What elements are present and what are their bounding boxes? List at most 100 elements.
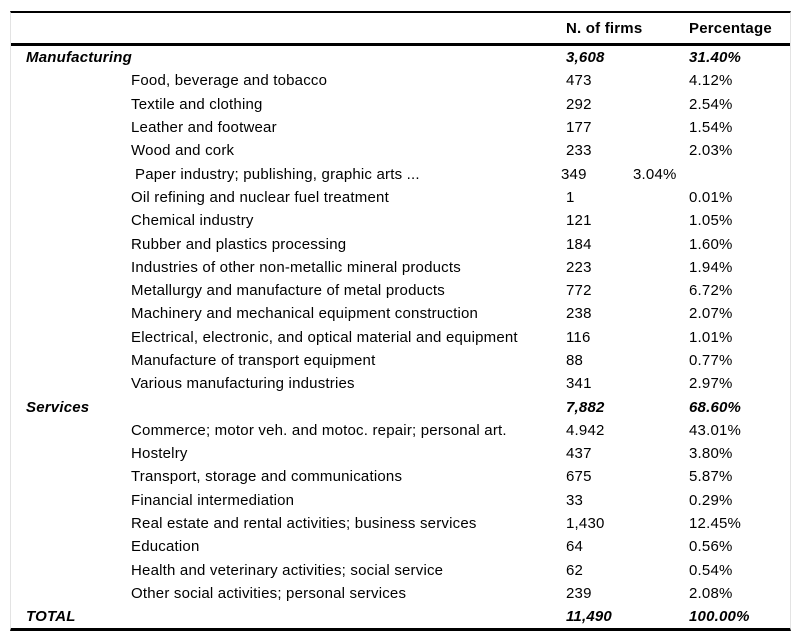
row-n-of-firms: 88 [566,352,584,369]
row-n-of-firms: 7,882 [566,398,605,416]
row-percentage: 5.87% [689,468,733,486]
column-header-n-of-firms: N. of firms [566,19,643,37]
row-n-of-firms: 341 [566,375,592,393]
row-n-of-firms: 64 [566,538,584,556]
row-percentage: 2.03% [689,142,733,160]
table-row: Chemical industry 121 1.05% [11,209,790,232]
table-row: Commerce; motor veh. and motoc. repair; … [11,419,790,442]
row-label: Industries of other non-metallic mineral… [131,258,461,276]
table-row: Industries of other non-metallic mineral… [11,256,790,279]
row-label: Machinery and mechanical equipment const… [131,305,479,323]
row-percentage: 3.80% [689,445,733,463]
row-percentage: 31.40% [689,49,742,67]
table-row: Rubber and plastics processing 184 1.60% [11,232,790,255]
row-percentage: 2.08% [689,584,733,602]
row-percentage: 0.29% [689,491,733,509]
table-row: Services 7,882 68.60% [11,395,790,418]
row-n-of-firms: 184 [566,235,592,253]
row-n-of-firms: 4.942 [566,421,605,439]
row-percentage: 3.04% [633,165,677,183]
row-label: Various manufacturing industries [131,375,355,393]
row-percentage: 0.01% [689,188,733,206]
table-row: Hostelry 437 3.80% [11,442,790,465]
table-row: Transport, storage and communications 67… [11,465,790,488]
row-label: Manufacture of transport equipment [131,352,376,369]
row-n-of-firms: 349 [561,165,587,183]
row-percentage: 2.07% [689,305,733,323]
row-n-of-firms: 238 [566,305,592,323]
table-row: Electrical, electronic, and optical mate… [11,326,790,349]
row-n-of-firms: 473 [566,72,592,90]
table-body: Manufacturing 3,608 31.40% Food, beverag… [11,46,790,628]
table-row: Other social activities; personal servic… [11,582,790,605]
row-n-of-firms: 1,430 [566,515,605,533]
table-row: Education 64 0.56% [11,535,790,558]
row-percentage: 2.97% [689,375,733,393]
row-label: Health and veterinary activities; social… [131,561,444,579]
table-row: TOTAL 11,490 100.00% [11,605,790,628]
row-label: Services [26,398,90,416]
row-label: Other social activities; personal servic… [131,584,407,602]
row-label: Hostelry [131,445,188,463]
row-label: Manufacturing [26,49,132,67]
row-label: Metallurgy and manufacture of metal prod… [131,282,445,300]
row-percentage: 100.00% [689,608,750,626]
table-row: Various manufacturing industries 341 2.9… [11,372,790,395]
row-n-of-firms: 62 [566,561,584,579]
row-n-of-firms: 3,608 [566,49,605,67]
row-percentage: 68.60% [689,398,742,416]
table-header-row: N. of firms Percentage [11,13,790,46]
row-n-of-firms: 11,490 [566,608,612,626]
row-label: Leather and footwear [131,119,277,137]
row-n-of-firms: 1 [566,188,575,206]
row-label: Oil refining and nuclear fuel treatment [131,188,389,206]
table-row: Real estate and rental activities; busin… [11,512,790,535]
row-label: Commerce; motor veh. and motoc. repair; … [131,421,507,439]
row-n-of-firms: 233 [566,142,592,160]
table-row: Textile and clothing 292 2.54% [11,93,790,116]
row-label: Textile and clothing [131,95,263,113]
row-percentage: 2.54% [689,95,733,113]
row-percentage: 1.94% [689,258,733,276]
row-label: Education [131,538,200,556]
row-n-of-firms: 292 [566,95,592,113]
row-label: Food, beverage and tobacco [131,72,328,90]
row-label: Wood and cork [131,142,235,160]
row-label: TOTAL [26,608,76,626]
table-row: Oil refining and nuclear fuel treatment … [11,186,790,209]
table-row: Health and veterinary activities; social… [11,559,790,582]
row-n-of-firms: 437 [566,445,592,463]
table-row: Leather and footwear 177 1.54% [11,116,790,139]
table-row: Manufacturing 3,608 31.40% [11,46,790,69]
row-percentage: 0.77% [689,352,733,369]
row-percentage: 1.60% [689,235,733,253]
row-n-of-firms: 177 [566,119,592,137]
row-percentage: 0.54% [689,561,733,579]
row-percentage: 1.01% [689,328,733,346]
row-label: Electrical, electronic, and optical mate… [131,328,518,346]
table-row: Manufacture of transport equipment 88 0.… [11,349,790,372]
row-n-of-firms: 675 [566,468,592,486]
row-n-of-firms: 772 [566,282,592,300]
column-header-percentage: Percentage [689,19,772,37]
row-label: Paper industry; publishing, graphic arts… [135,165,420,183]
row-label: Transport, storage and communications [131,468,403,486]
row-percentage: 1.54% [689,119,733,137]
table-row: Wood and cork 233 2.03% [11,139,790,162]
table-row: Metallurgy and manufacture of metal prod… [11,279,790,302]
row-percentage: 0.56% [689,538,733,556]
row-n-of-firms: 33 [566,491,584,509]
row-n-of-firms: 239 [566,584,592,602]
row-n-of-firms: 223 [566,258,592,276]
row-percentage: 12.45% [689,515,742,533]
row-label: Real estate and rental activities; busin… [131,515,477,533]
table-row: Food, beverage and tobacco 473 4.12% [11,69,790,92]
row-label: Rubber and plastics processing [131,235,347,253]
row-n-of-firms: 121 [566,212,592,230]
row-percentage: 1.05% [689,212,733,230]
industry-distribution-table: N. of firms Percentage Manufacturing 3,6… [10,11,791,632]
row-label: Financial intermediation [131,491,295,509]
row-percentage: 4.12% [689,72,733,90]
row-label: Chemical industry [131,212,254,230]
row-n-of-firms: 116 [566,328,591,346]
